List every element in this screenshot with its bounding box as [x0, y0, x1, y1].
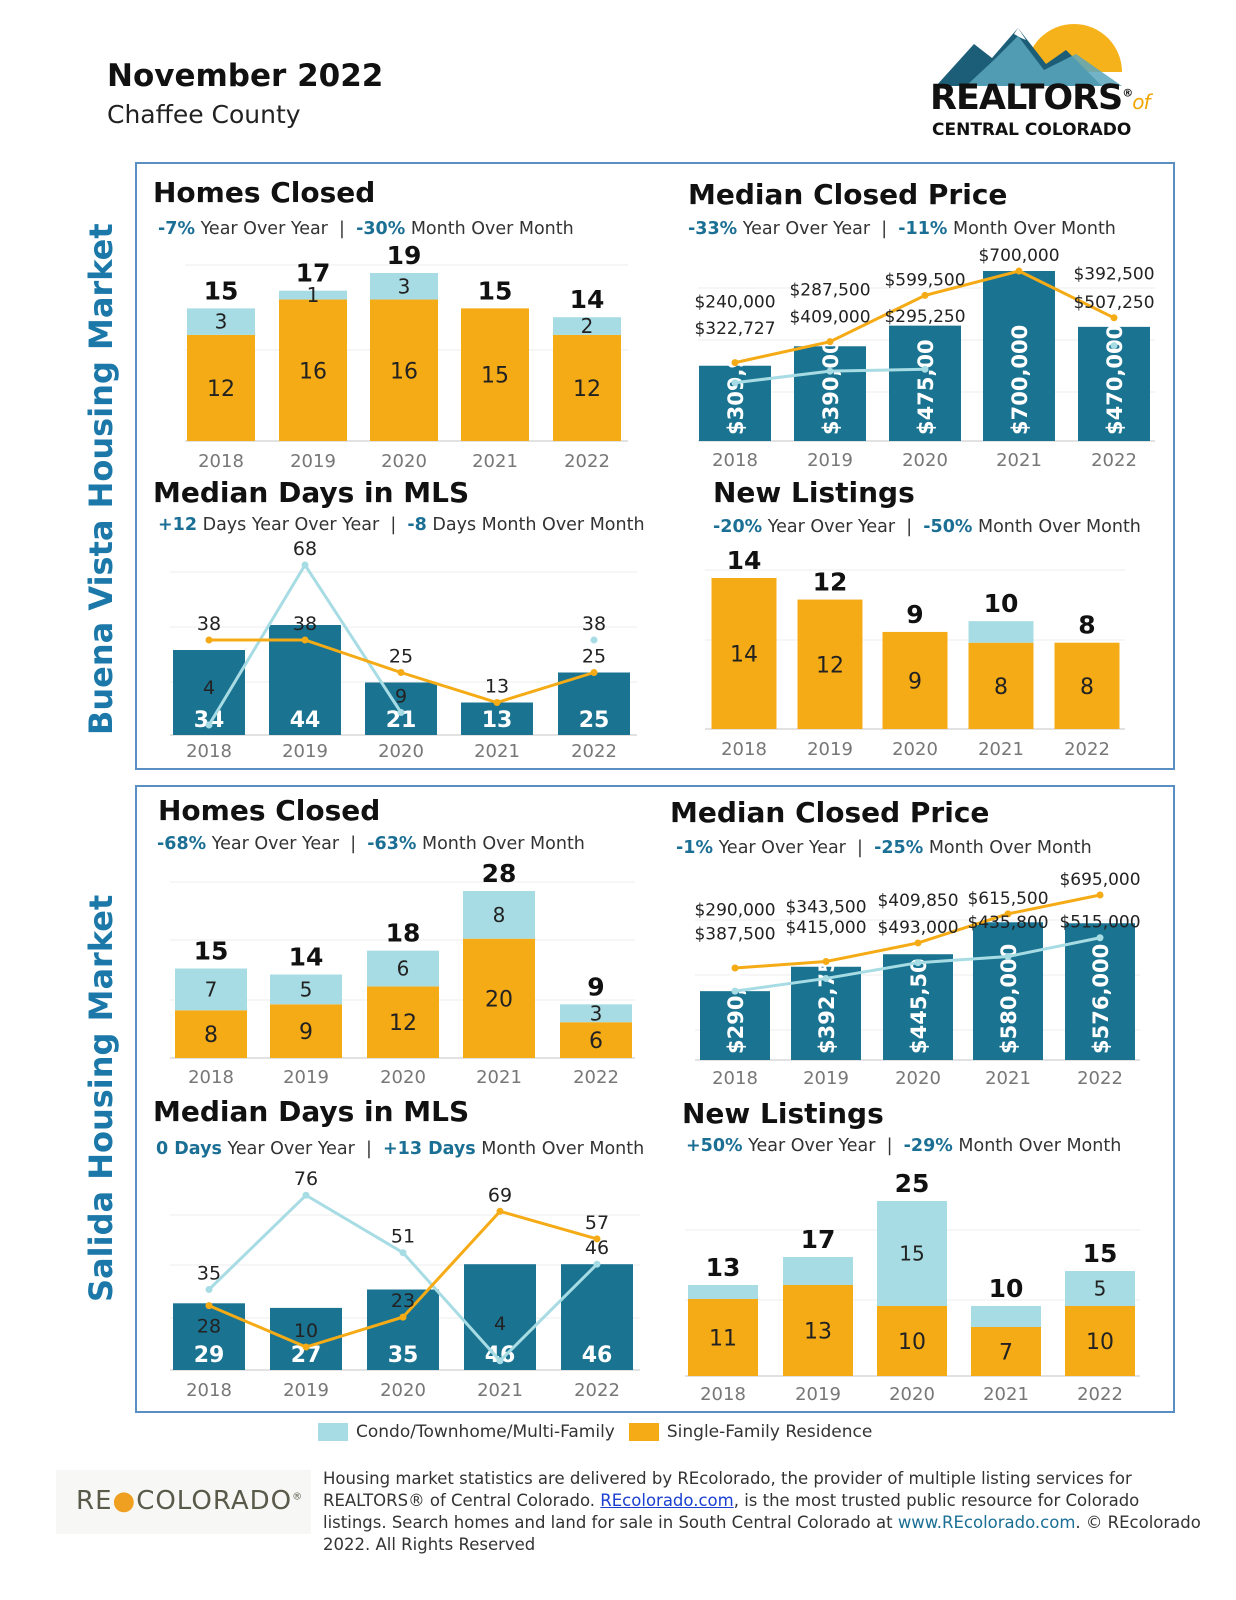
sfr-swatch [628, 1423, 659, 1441]
county-name: Chaffee County [107, 100, 301, 129]
salida-homes-closed-title: Homes Closed [158, 794, 381, 827]
salida-days-title: Median Days in MLS [153, 1095, 470, 1128]
yoy-value: +50% [686, 1136, 743, 1156]
yoy-value: 0 Days [156, 1139, 222, 1159]
flame-icon: ● [112, 1486, 137, 1516]
mom-value: -25% [874, 838, 924, 858]
salida-median-price-change: -1% Year Over Year | -25% Month Over Mon… [676, 838, 1092, 858]
logo-re: RE [76, 1486, 113, 1516]
salida-days-change: 0 Days Year Over Year | +13 Days Month O… [156, 1139, 644, 1159]
footer-text-3: . © REcolorado 2022. All Rights Reserved [323, 1513, 1201, 1554]
footer-text-1: Housing market statistics are delivered … [323, 1469, 1132, 1510]
separator: | [339, 219, 345, 239]
yoy-value: -33% [688, 219, 738, 239]
salida-section [135, 785, 1175, 1413]
legend-sfr: Single-Family Residence [628, 1422, 873, 1442]
footer-text: Housing market statistics are delivered … [323, 1468, 1203, 1556]
mom-label: Month Over Month [977, 517, 1141, 537]
report-title: November 2022 [107, 58, 384, 94]
condo-swatch [318, 1423, 348, 1441]
bv-median-price-title: Median Closed Price [688, 178, 1008, 211]
separator: | [365, 1139, 372, 1159]
yoy-value: -7% [158, 219, 195, 239]
mom-label: Month Over Month [958, 1136, 1122, 1156]
yoy-value: +12 [158, 515, 198, 535]
mom-value: +13 Days [382, 1139, 476, 1159]
recolorado-link[interactable]: REcolorado.com [600, 1491, 734, 1510]
legend-sfr-label: Single-Family Residence [666, 1422, 873, 1442]
bv-days-title: Median Days in MLS [153, 476, 470, 509]
yoy-label: Year Over Year [748, 1136, 876, 1156]
mom-label: Month Over Month [410, 219, 574, 239]
mom-label: Month Over Month [421, 834, 585, 854]
separator: | [886, 1136, 893, 1156]
mom-value: -30% [356, 219, 406, 239]
logo-colorado: COLORADO [136, 1486, 293, 1516]
legend: Condo/Townhome/Multi-Family Single-Famil… [318, 1422, 872, 1442]
yoy-label: Year Over Year [742, 219, 871, 239]
salida-new-listings-change: +50% Year Over Year | -29% Month Over Mo… [686, 1136, 1121, 1156]
separator: | [906, 517, 913, 537]
yoy-label: Year Over Year [211, 834, 340, 854]
yoy-value: -68% [157, 834, 207, 854]
logo-central-colorado: CENTRAL COLORADO [932, 120, 1132, 140]
salida-homes-closed-change: -68% Year Over Year | -63% Month Over Mo… [157, 834, 585, 854]
logo-of: of [1132, 90, 1150, 114]
recolorado-site-link[interactable]: www.REcolorado.com [897, 1513, 1076, 1532]
bv-homes-closed-change: -7% Year Over Year | -30% Month Over Mon… [158, 219, 574, 239]
yoy-value: -20% [713, 517, 763, 537]
bv-homes-closed-title: Homes Closed [153, 176, 376, 209]
mom-value: -8 [407, 515, 427, 535]
mom-value: -63% [367, 834, 417, 854]
realtors-logo: REALTORS®of CENTRAL COLORADO [926, 14, 1156, 144]
legend-condo-label: Condo/Townhome/Multi-Family [356, 1422, 615, 1442]
yoy-label: Year Over Year [718, 838, 846, 858]
yoy-value: -1% [676, 838, 713, 858]
legend-condo: Condo/Townhome/Multi-Family [318, 1422, 615, 1442]
bv-median-price-change: -33% Year Over Year | -11% Month Over Mo… [688, 219, 1116, 239]
separator: | [350, 834, 357, 854]
mom-label: Month Over Month [481, 1139, 645, 1159]
separator: | [390, 515, 397, 535]
bv-new-listings-change: -20% Year Over Year | -50% Month Over Mo… [713, 517, 1141, 537]
salida-section-title: Salida Housing Market [82, 894, 120, 1302]
logo-reg: ® [1122, 86, 1133, 100]
mom-label: Month Over Month [952, 219, 1116, 239]
separator: | [881, 219, 888, 239]
footer-text-2: , is the most trusted public resource fo… [323, 1491, 1140, 1532]
logo-reg: ® [292, 1491, 304, 1503]
mom-label: Days Month Over Month [432, 515, 645, 535]
logo-realtors-text: REALTORS [930, 78, 1123, 118]
mom-value: -11% [898, 219, 948, 239]
salida-new-listings-title: New Listings [682, 1097, 884, 1130]
bv-new-listings-title: New Listings [713, 476, 915, 509]
salida-median-price-title: Median Closed Price [670, 796, 990, 829]
buena-vista-section-title: Buena Vista Housing Market [82, 223, 120, 735]
mom-value: -50% [923, 517, 973, 537]
mom-label: Month Over Month [928, 838, 1092, 858]
yoy-label: Year Over Year [767, 517, 896, 537]
yoy-label: Days Year Over Year [202, 515, 380, 535]
buena-vista-section [135, 162, 1175, 770]
yoy-label: Year Over Year [227, 1139, 355, 1159]
yoy-label: Year Over Year [200, 219, 328, 239]
bv-days-change: +12 Days Year Over Year | -8 Days Month … [158, 515, 645, 535]
mom-value: -29% [903, 1136, 953, 1156]
recolorado-logo: RE●COLORADO® [56, 1470, 311, 1534]
separator: | [857, 838, 863, 858]
